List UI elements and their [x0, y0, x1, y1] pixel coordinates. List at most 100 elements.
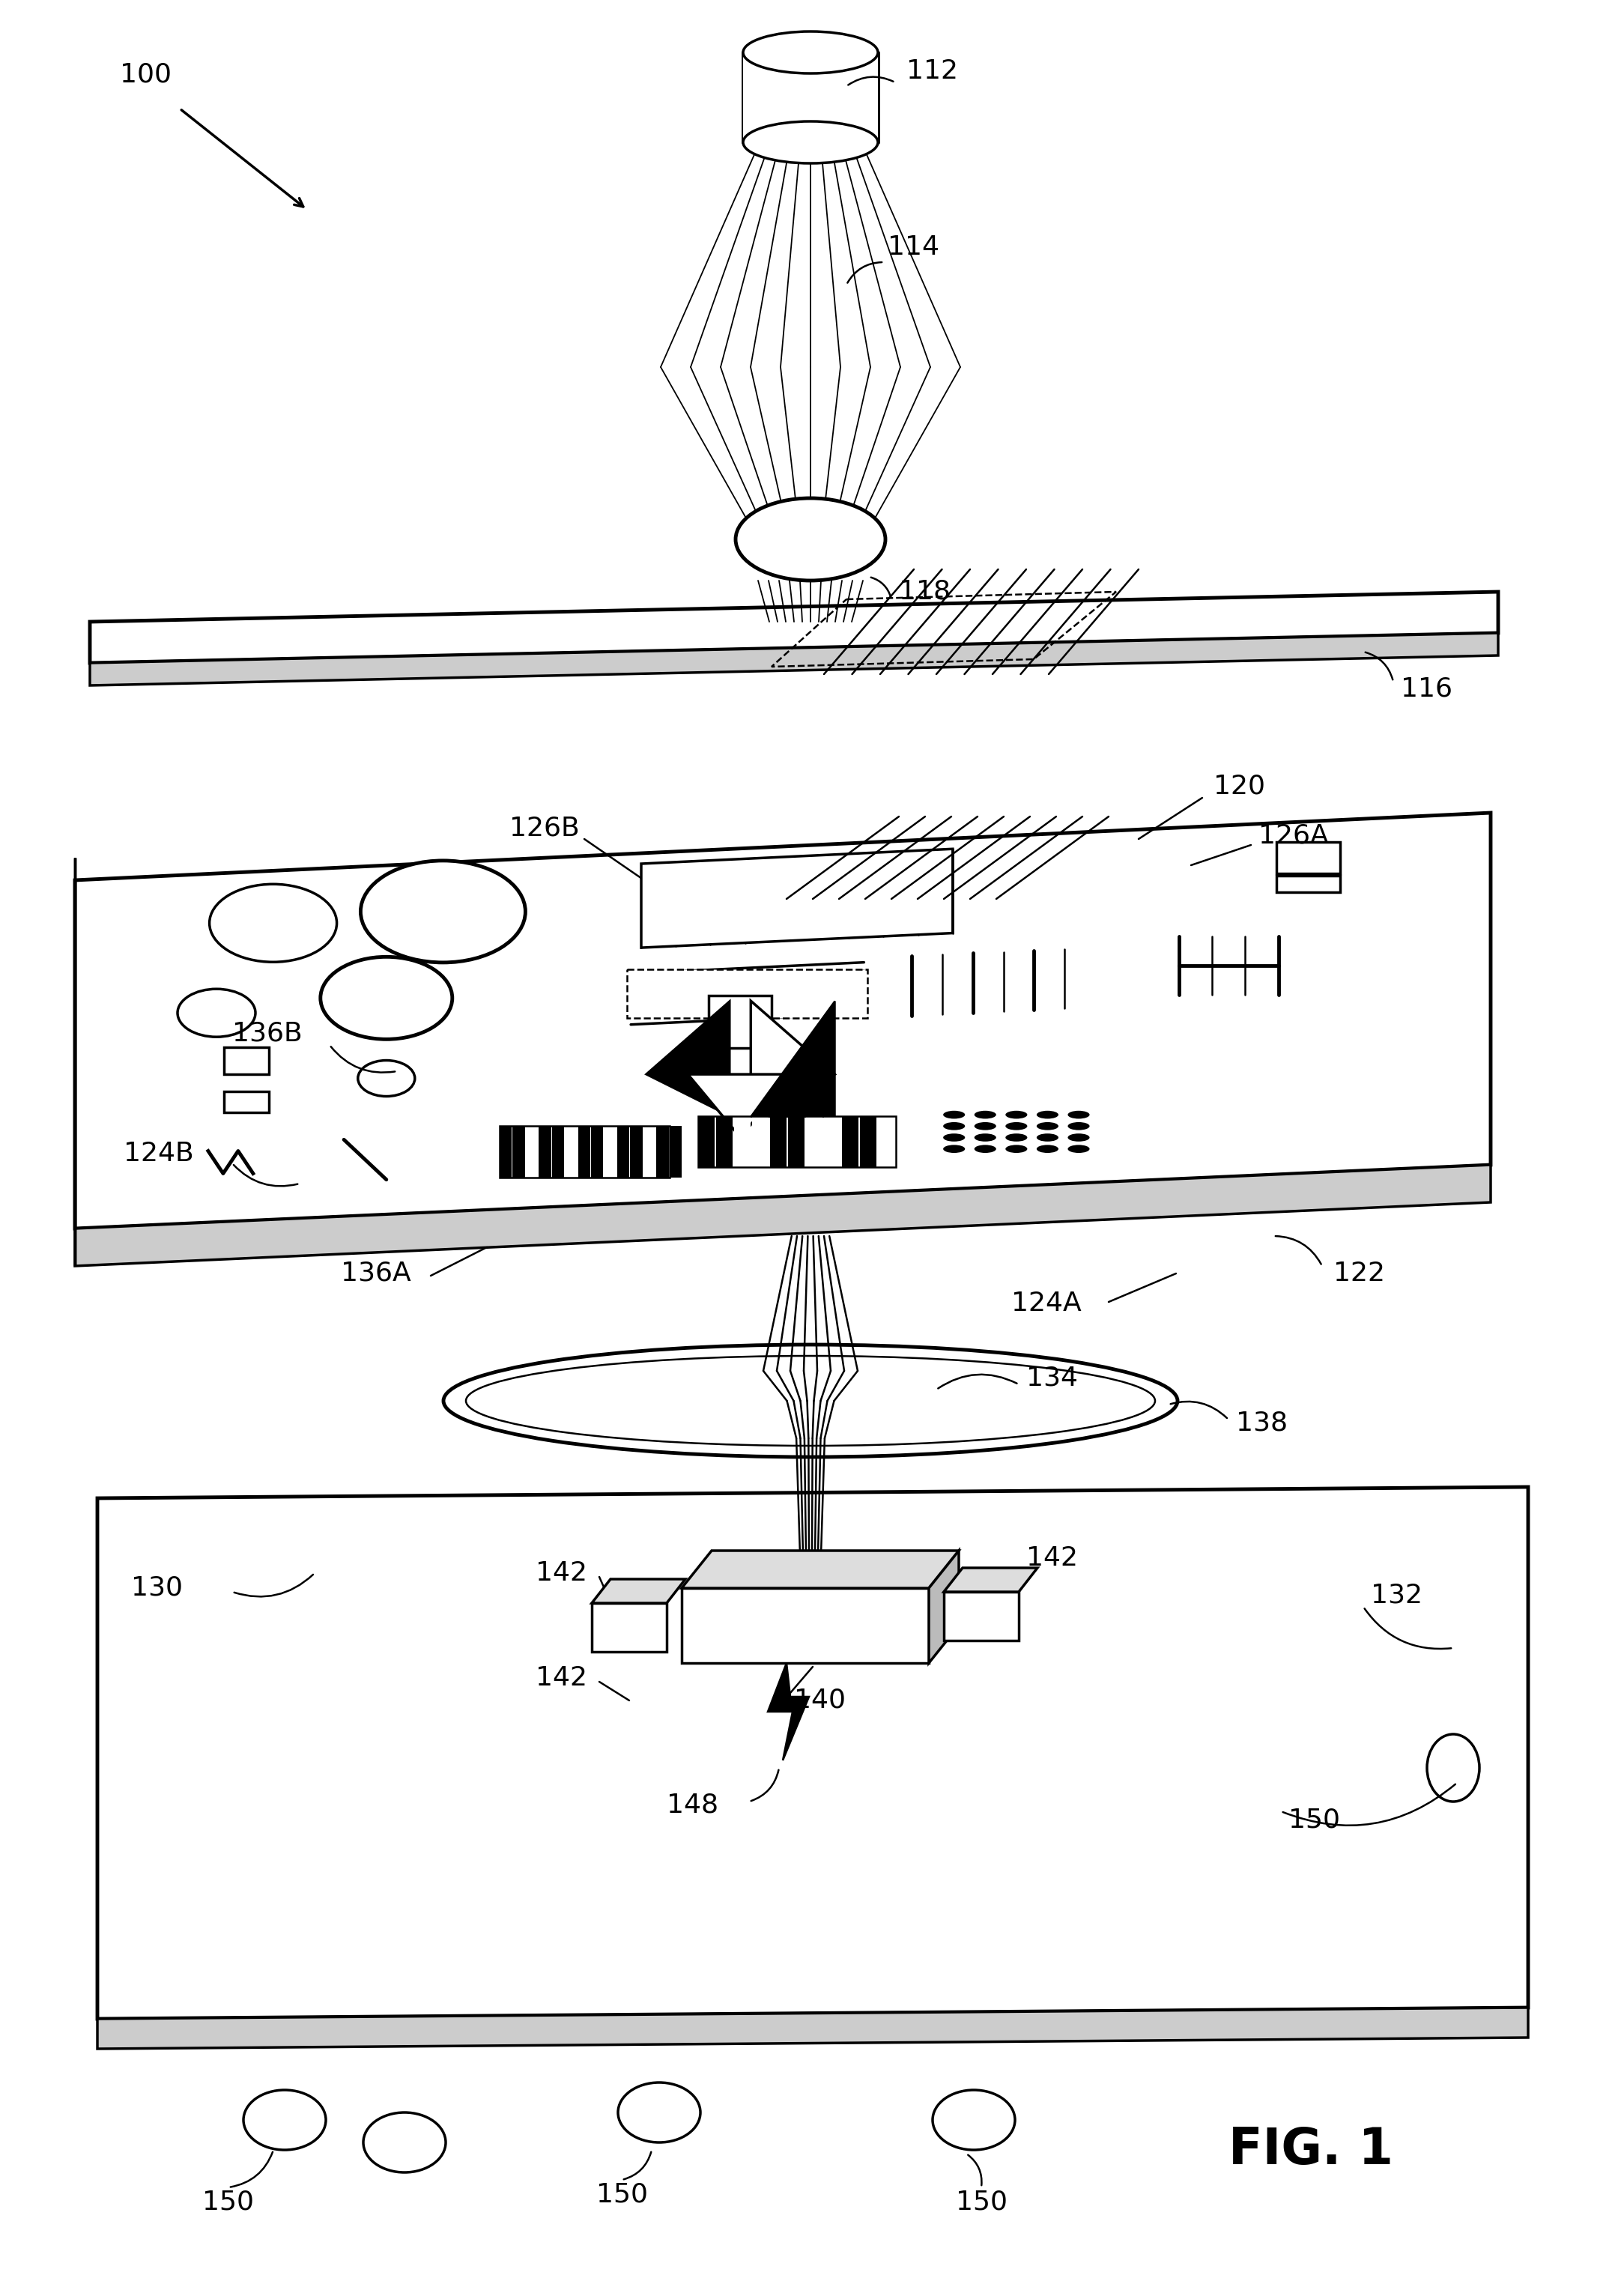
Text: 120: 120: [1214, 774, 1264, 799]
Text: 150: 150: [1289, 1807, 1341, 1832]
Bar: [896, 1116, 913, 1166]
Ellipse shape: [1036, 1146, 1059, 1153]
Polygon shape: [687, 1075, 793, 1137]
Bar: [592, 1125, 603, 1178]
Ellipse shape: [742, 122, 879, 163]
Text: 148: 148: [666, 1793, 718, 1818]
Polygon shape: [768, 1662, 809, 1761]
Text: 142: 142: [535, 1561, 587, 1587]
Bar: [566, 1125, 577, 1178]
Ellipse shape: [736, 498, 885, 581]
Text: 150: 150: [203, 2190, 254, 2216]
Text: 136B: 136B: [232, 1022, 303, 1047]
Text: 138: 138: [1235, 1410, 1287, 1435]
Bar: [697, 1116, 896, 1166]
Ellipse shape: [1005, 1134, 1028, 1141]
Bar: [879, 1116, 895, 1166]
Text: 136A: 136A: [340, 1261, 412, 1286]
Text: 124B: 124B: [123, 1141, 195, 1166]
Ellipse shape: [1068, 1134, 1089, 1141]
Ellipse shape: [209, 884, 337, 962]
Ellipse shape: [1005, 1146, 1028, 1153]
Polygon shape: [642, 850, 953, 948]
Bar: [682, 1589, 929, 1662]
Bar: [657, 1125, 668, 1178]
Polygon shape: [592, 1580, 686, 1603]
Ellipse shape: [943, 1111, 964, 1118]
Bar: [224, 1047, 269, 1075]
Ellipse shape: [974, 1123, 997, 1130]
Text: 150: 150: [597, 2181, 647, 2209]
Ellipse shape: [1036, 1123, 1059, 1130]
Ellipse shape: [932, 2089, 1015, 2149]
Text: 134: 134: [1026, 1366, 1078, 1391]
Polygon shape: [929, 1550, 958, 1662]
Ellipse shape: [243, 2089, 326, 2149]
Ellipse shape: [321, 957, 452, 1040]
Bar: [551, 1125, 564, 1178]
Ellipse shape: [943, 1134, 964, 1141]
Bar: [618, 1125, 629, 1178]
Bar: [592, 1603, 666, 1651]
Bar: [823, 1116, 840, 1166]
Text: 118: 118: [900, 579, 950, 604]
Bar: [631, 1125, 642, 1178]
Ellipse shape: [1005, 1111, 1028, 1118]
Text: 126A: 126A: [1258, 822, 1329, 847]
Ellipse shape: [618, 2082, 700, 2142]
Ellipse shape: [1036, 1111, 1059, 1118]
Text: 132: 132: [1371, 1582, 1423, 1607]
Ellipse shape: [358, 1061, 415, 1095]
Text: 126B: 126B: [509, 815, 579, 840]
Ellipse shape: [363, 2112, 446, 2172]
Bar: [669, 1125, 682, 1178]
Polygon shape: [682, 1550, 958, 1589]
Bar: [734, 1116, 751, 1166]
Polygon shape: [751, 1001, 835, 1116]
Polygon shape: [751, 1001, 835, 1116]
Text: 140: 140: [794, 1688, 846, 1713]
Polygon shape: [97, 1488, 1529, 2018]
Bar: [716, 1116, 733, 1166]
Bar: [499, 1125, 512, 1178]
Text: 114: 114: [888, 234, 939, 259]
Bar: [525, 1125, 538, 1178]
Polygon shape: [708, 996, 772, 1047]
Bar: [943, 1591, 1018, 1642]
Text: 150: 150: [955, 2190, 1007, 2216]
Polygon shape: [75, 813, 1491, 1228]
Bar: [605, 1125, 616, 1178]
Bar: [697, 1116, 715, 1166]
Bar: [742, 53, 879, 142]
Polygon shape: [89, 592, 1498, 664]
Text: 130: 130: [131, 1575, 183, 1600]
Ellipse shape: [1036, 1134, 1059, 1141]
Ellipse shape: [1068, 1111, 1089, 1118]
Text: 116: 116: [1401, 677, 1452, 703]
Polygon shape: [943, 1568, 1037, 1591]
Text: 142: 142: [535, 1665, 587, 1690]
Ellipse shape: [974, 1111, 997, 1118]
Bar: [644, 1125, 655, 1178]
Bar: [224, 1093, 269, 1114]
Bar: [861, 1116, 877, 1166]
Polygon shape: [89, 634, 1498, 687]
Ellipse shape: [360, 861, 525, 962]
Bar: [806, 1116, 822, 1166]
Ellipse shape: [943, 1146, 964, 1153]
Polygon shape: [627, 969, 867, 1017]
Polygon shape: [97, 2007, 1529, 2048]
Text: 100: 100: [120, 62, 172, 87]
Ellipse shape: [974, 1146, 997, 1153]
Bar: [1277, 875, 1341, 891]
Ellipse shape: [1068, 1146, 1089, 1153]
Text: 112: 112: [906, 57, 958, 85]
Ellipse shape: [742, 32, 879, 73]
Bar: [1277, 843, 1341, 872]
Text: 124A: 124A: [1012, 1290, 1081, 1316]
Ellipse shape: [974, 1134, 997, 1141]
Bar: [752, 1116, 768, 1166]
Bar: [579, 1125, 590, 1178]
Polygon shape: [75, 1164, 1491, 1265]
Text: 122: 122: [1334, 1261, 1384, 1286]
